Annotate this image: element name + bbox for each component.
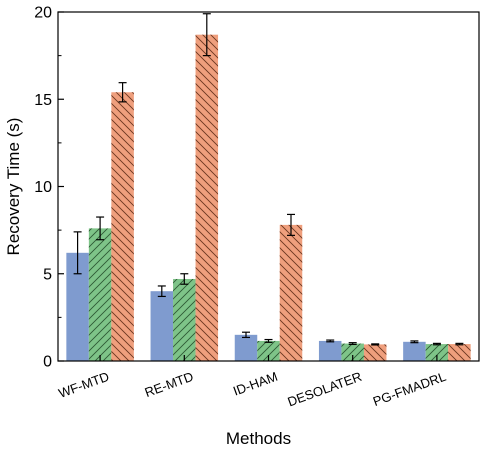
error-bar-pg-fmadrl-series-2 <box>432 342 441 346</box>
bar-re-mtd-series-1 <box>150 291 174 361</box>
error-bar-wf-mtd-series-3 <box>118 82 127 103</box>
error-bar-desolater-series-1 <box>326 339 335 343</box>
x-tick-label-desolater: DESOLATER <box>286 369 364 410</box>
error-bar-re-mtd-series-3 <box>202 13 211 57</box>
error-bar-desolater-series-2 <box>348 342 357 346</box>
bar-hatch-id-ham-series-2 <box>257 340 280 361</box>
x-axis-title: Methods <box>226 429 291 448</box>
bar-hatch-wf-mtd-series-2 <box>88 228 112 361</box>
error-bar-id-ham-series-3 <box>287 213 295 236</box>
x-tick-label-pg-fmadrl: PG-FMADRL <box>371 369 448 409</box>
bar-pg-fmadrl-series-1 <box>403 341 426 361</box>
y-tick-label: 5 <box>43 266 52 283</box>
x-tick-label-re-mtd: RE-MTD <box>143 369 196 400</box>
x-tick-label-wf-mtd: WF-MTD <box>56 369 111 401</box>
bar-id-ham-series-1 <box>234 334 258 361</box>
bar-wf-mtd-series-1 <box>66 252 89 361</box>
error-bar-re-mtd-series-1 <box>157 285 166 298</box>
error-bar-re-mtd-series-2 <box>180 273 189 285</box>
y-tick-label: 10 <box>34 179 52 196</box>
bar-hatch-pg-fmadrl-series-3 <box>448 344 471 361</box>
bar-hatch-re-mtd-series-3 <box>195 34 219 362</box>
error-bar-pg-fmadrl-series-3 <box>455 342 464 346</box>
bar-hatch-wf-mtd-series-3 <box>111 92 134 362</box>
x-tick-label-id-ham: ID-HAM <box>231 369 280 399</box>
error-bar-id-ham-series-1 <box>242 331 250 339</box>
error-bar-wf-mtd-series-2 <box>96 216 105 241</box>
bar-hatch-re-mtd-series-2 <box>173 278 196 361</box>
bar-hatch-id-ham-series-3 <box>279 224 303 361</box>
error-bar-desolater-series-3 <box>371 343 380 346</box>
bar-desolater-series-1 <box>318 340 342 361</box>
bar-hatch-pg-fmadrl-series-2 <box>425 344 449 361</box>
bar-hatch-desolater-series-2 <box>341 343 364 361</box>
error-bar-pg-fmadrl-series-1 <box>410 340 419 344</box>
y-tick-label: 0 <box>43 354 52 371</box>
y-tick-label: 15 <box>34 92 52 109</box>
y-tick-label: 20 <box>34 5 52 22</box>
y-axis-title: Recovery Time (s) <box>4 118 23 256</box>
error-bar-wf-mtd-series-1 <box>73 231 82 275</box>
bar-hatch-desolater-series-3 <box>363 344 387 361</box>
error-bar-id-ham-series-2 <box>264 338 273 343</box>
